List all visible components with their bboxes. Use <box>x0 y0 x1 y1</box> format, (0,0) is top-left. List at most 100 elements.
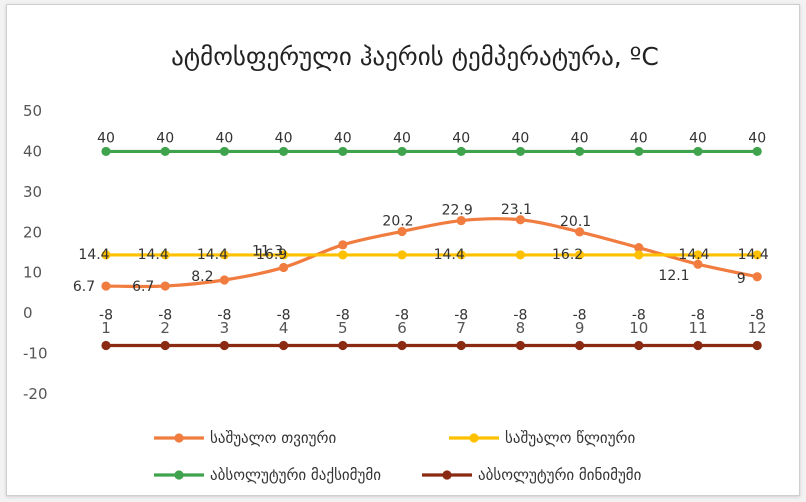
data-label: 14.4 <box>197 247 228 263</box>
x-tick-label: 2 <box>160 319 170 337</box>
legend: საშუალო თვიური საშუალო წლიური აბსოლუტური მ… <box>154 429 642 484</box>
data-label: 14.4 <box>78 247 109 263</box>
data-point <box>456 250 466 260</box>
x-tick-label: 7 <box>456 319 466 337</box>
data-point <box>634 146 644 157</box>
data-label: 40 <box>334 130 352 146</box>
y-tick-label: -10 <box>23 345 48 363</box>
data-label: -8 <box>217 307 231 323</box>
x-tick-label: 6 <box>397 319 407 337</box>
data-label: 16.9 <box>256 247 287 263</box>
data-point <box>456 215 466 226</box>
data-point <box>219 250 229 260</box>
data-point <box>634 340 644 351</box>
data-point <box>515 215 525 225</box>
data-point <box>575 227 585 237</box>
y-axis: -20 -10 0 10 20 30 40 50 <box>23 102 48 403</box>
data-label: 20.1 <box>560 214 591 230</box>
data-label: 14.4 <box>138 247 169 263</box>
legend-label: აბსოლუტური მინიმუმი <box>478 466 642 484</box>
data-label: 40 <box>97 130 115 146</box>
x-axis-labels: 1 2 3 4 5 6 7 8 9 10 11 12 <box>101 319 767 337</box>
data-label: 40 <box>275 130 293 146</box>
data-label: 6.7 <box>73 279 95 295</box>
data-point <box>752 250 762 260</box>
x-tick-label: 3 <box>220 319 230 337</box>
chart-card: ატმოსფერული ჰაერის ტემპერატურა, ºC -20 -1… <box>6 4 800 496</box>
y-tick-label: -20 <box>23 385 48 403</box>
data-point <box>160 281 170 291</box>
y-tick-label: 30 <box>23 183 42 201</box>
data-label: -8 <box>750 307 764 323</box>
x-tick-label: 5 <box>338 319 348 337</box>
data-point <box>515 146 525 157</box>
legend-marker <box>442 470 452 480</box>
data-label: 40 <box>156 130 174 146</box>
data-point <box>634 250 644 260</box>
data-point <box>219 275 229 285</box>
data-label: -8 <box>99 307 113 323</box>
data-point <box>634 243 644 253</box>
data-point <box>160 250 170 260</box>
data-point <box>338 250 348 260</box>
series-line <box>104 217 759 289</box>
data-label: 20.2 <box>382 213 413 229</box>
data-point <box>397 146 407 157</box>
data-label: -8 <box>158 307 172 323</box>
data-point <box>279 250 289 260</box>
data-point <box>575 340 585 351</box>
data-point <box>397 250 407 260</box>
data-point <box>219 340 229 351</box>
data-point <box>219 146 229 157</box>
line-chart: ატმოსფერული ჰაერის ტემპერატურა, ºC -20 -1… <box>23 42 769 484</box>
y-tick-label: 20 <box>23 223 42 241</box>
data-label: -8 <box>454 307 468 323</box>
data-label: 11.3 <box>252 243 283 259</box>
data-labels: 6.7 6.7 8.2 11.3 20.2 22.9 23.1 20.1 12.1 9 14.4 14… <box>73 130 769 323</box>
data-label: 23.1 <box>501 202 532 218</box>
data-point <box>338 146 348 157</box>
data-point <box>693 250 703 260</box>
data-label: 40 <box>393 130 411 146</box>
data-point <box>575 250 585 260</box>
legend-label: აბსოლუტური მაქსიმუმი <box>210 466 381 484</box>
data-label: 40 <box>689 130 707 146</box>
data-label: 40 <box>215 130 233 146</box>
x-tick-label: 11 <box>688 319 707 337</box>
data-label: 14.4 <box>678 247 709 263</box>
data-label: -8 <box>632 307 646 323</box>
data-point <box>279 262 289 273</box>
data-point <box>456 146 466 157</box>
data-label: 40 <box>630 130 648 146</box>
data-label: 40 <box>452 130 470 146</box>
x-tick-label: 9 <box>575 319 585 337</box>
data-label: 16.2 <box>552 247 583 263</box>
data-label: 40 <box>571 130 589 146</box>
data-point <box>397 226 407 237</box>
y-tick-label: 0 <box>23 304 33 322</box>
data-point <box>752 340 762 351</box>
x-tick-label: 10 <box>629 319 648 337</box>
legend-marker <box>174 433 184 443</box>
data-label: 40 <box>748 130 766 146</box>
data-point <box>752 146 762 157</box>
data-label: 6.7 <box>132 279 154 295</box>
data-point <box>338 240 348 250</box>
x-tick-label: 8 <box>516 319 526 337</box>
x-tick-label: 1 <box>101 319 111 337</box>
series-lines <box>101 146 762 351</box>
data-point <box>693 259 703 269</box>
data-point <box>575 146 585 157</box>
legend-marker <box>469 433 479 443</box>
data-label: -8 <box>573 307 587 323</box>
data-point <box>693 340 703 351</box>
y-tick-label: 10 <box>23 264 42 282</box>
data-point <box>101 340 111 351</box>
data-label: -8 <box>395 307 409 323</box>
data-point <box>456 340 466 351</box>
data-point <box>101 250 111 260</box>
y-tick-label: 50 <box>23 102 42 120</box>
data-point <box>693 146 703 157</box>
data-label: 12.1 <box>658 268 689 284</box>
legend-marker <box>174 470 184 480</box>
